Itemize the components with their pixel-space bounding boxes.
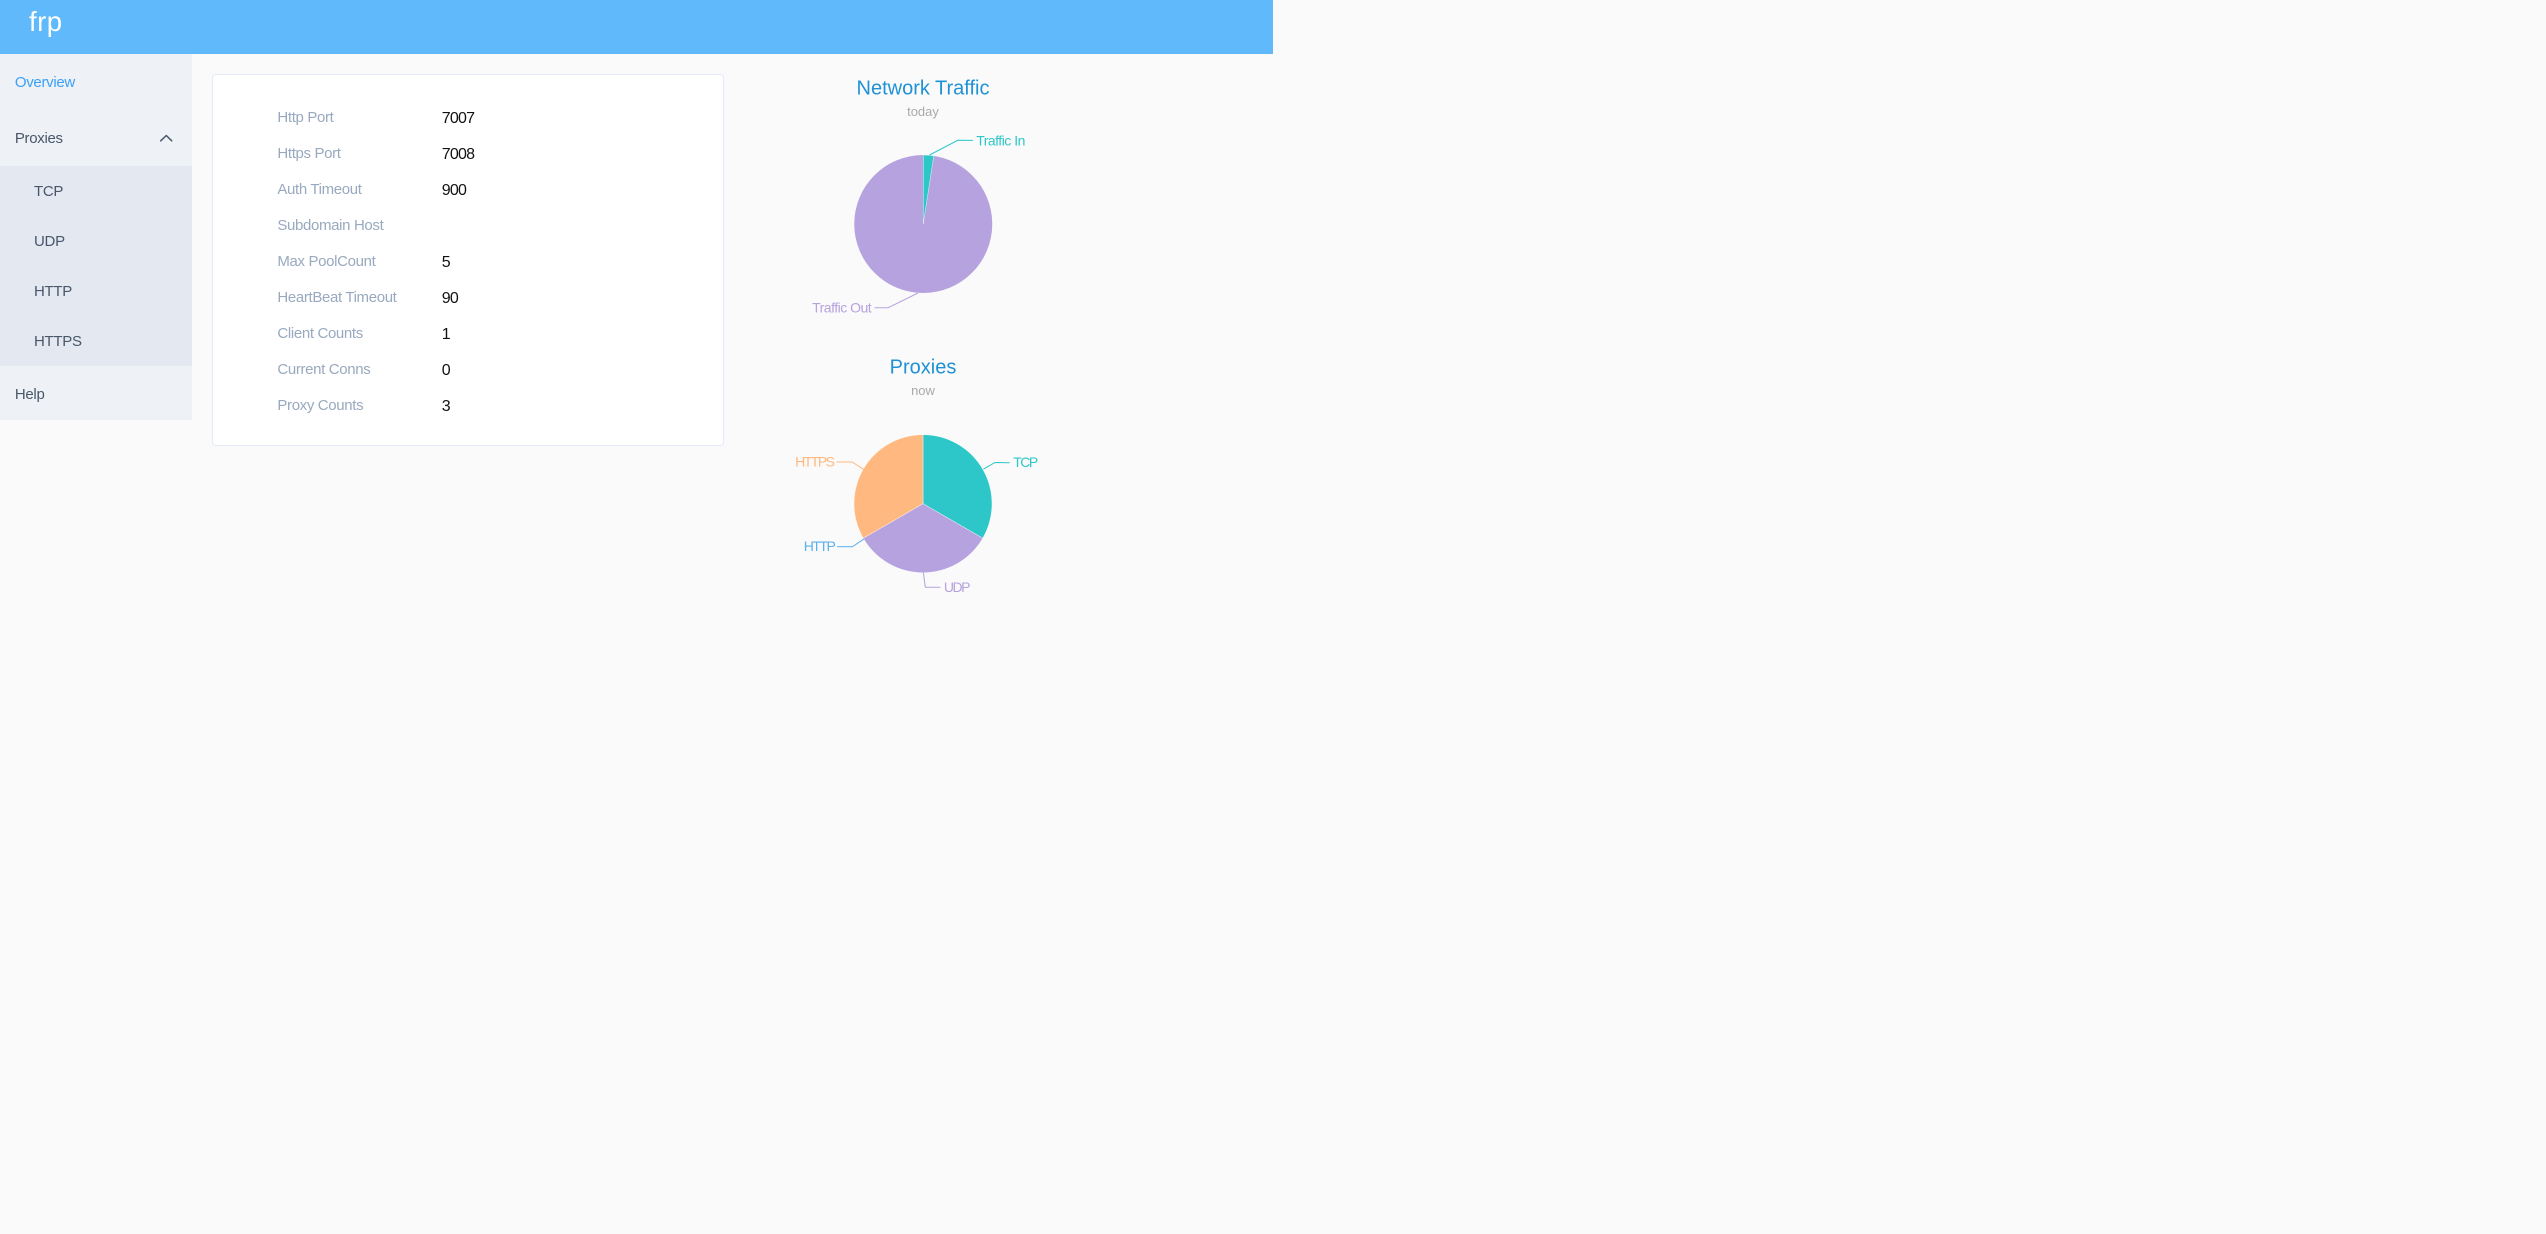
svg-text:TCP: TCP [1013, 454, 1038, 470]
svg-text:Network Traffic: Network Traffic [856, 78, 989, 100]
svg-text:today: today [907, 104, 939, 119]
svg-text:Traffic In: Traffic In [976, 132, 1025, 148]
svg-text:Traffic Out: Traffic Out [812, 300, 872, 316]
svg-text:HTTPS: HTTPS [795, 454, 835, 470]
svg-text:Proxies: Proxies [889, 357, 956, 379]
svg-text:UDP: UDP [943, 579, 969, 595]
svg-text:HTTP: HTTP [803, 538, 835, 554]
svg-text:now: now [911, 383, 935, 398]
